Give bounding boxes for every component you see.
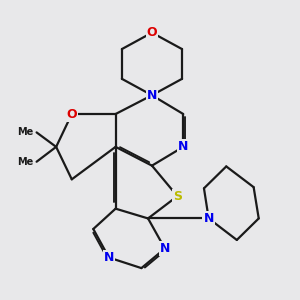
Text: Me: Me (17, 157, 34, 167)
Text: N: N (203, 212, 214, 225)
Text: Me: Me (17, 128, 34, 137)
Text: N: N (104, 251, 114, 264)
Text: N: N (178, 140, 188, 153)
Text: N: N (147, 89, 157, 102)
Text: O: O (67, 107, 77, 121)
Text: N: N (160, 242, 170, 255)
Text: O: O (147, 26, 157, 39)
Text: S: S (173, 190, 182, 202)
